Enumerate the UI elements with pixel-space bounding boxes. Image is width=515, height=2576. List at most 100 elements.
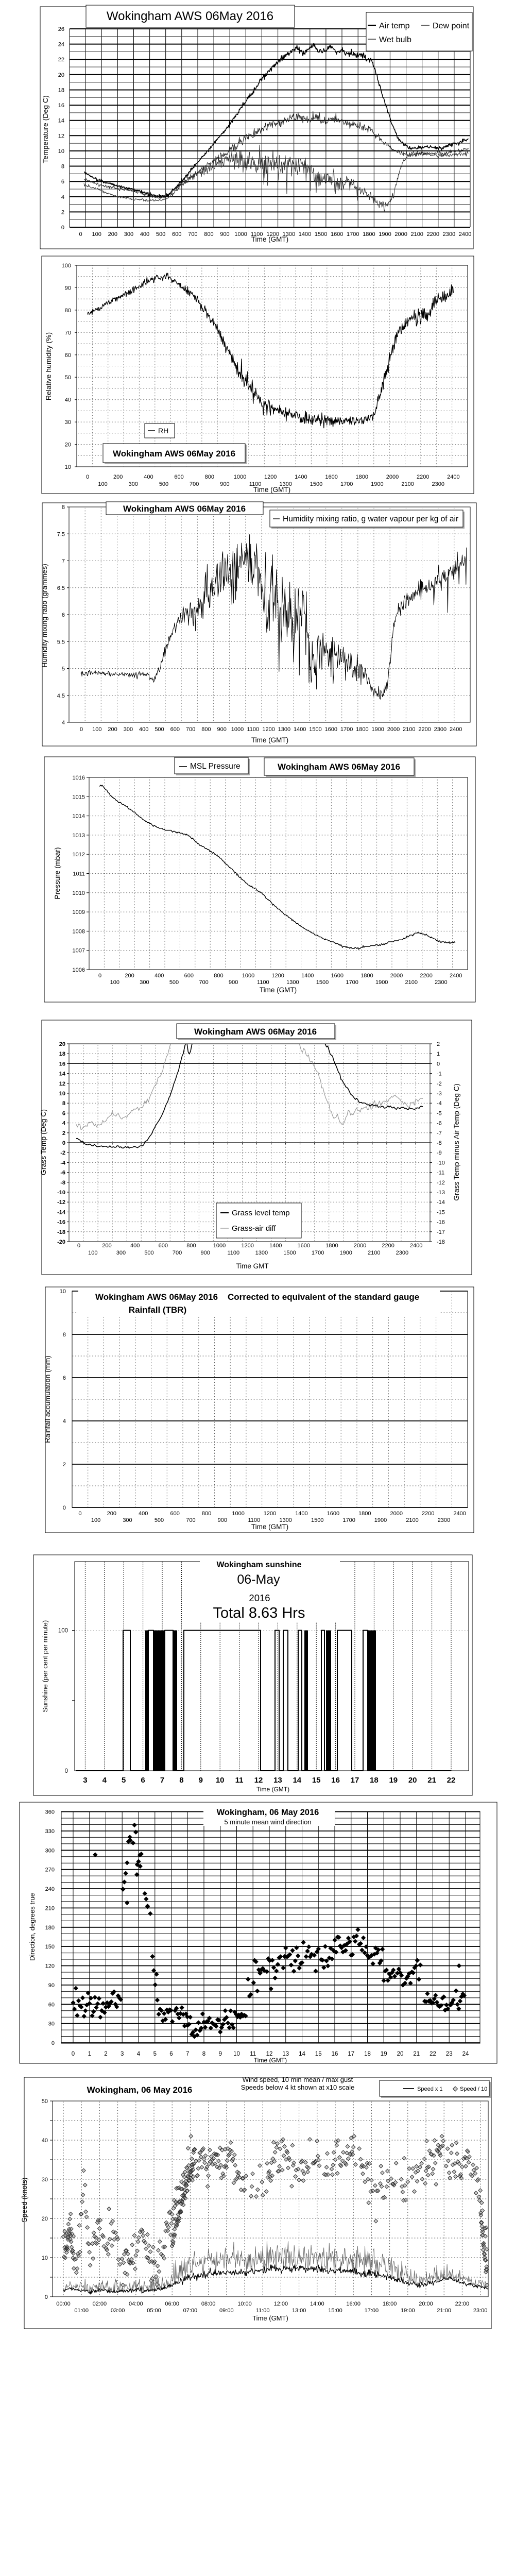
svg-text:-14: -14	[437, 1199, 445, 1206]
svg-text:01:00: 01:00	[74, 2308, 89, 2314]
svg-text:10: 10	[233, 2051, 240, 2057]
svg-text:1400: 1400	[295, 1511, 307, 1517]
svg-text:-4: -4	[60, 1160, 66, 1166]
svg-text:17: 17	[351, 1776, 359, 1785]
svg-text:200: 200	[108, 726, 117, 733]
svg-text:1500: 1500	[316, 979, 329, 986]
svg-text:Speed / 10: Speed / 10	[460, 2086, 487, 2092]
svg-text:22: 22	[430, 2051, 436, 2057]
svg-text:1007: 1007	[73, 948, 85, 954]
svg-text:4: 4	[63, 1418, 66, 1425]
svg-text:300: 300	[140, 979, 149, 986]
svg-text:100: 100	[110, 979, 119, 986]
svg-text:6: 6	[61, 179, 64, 185]
svg-text:Speeds below 4 kt shown at x10: Speeds below 4 kt shown at x10 scale	[241, 2083, 354, 2091]
svg-text:26: 26	[58, 26, 64, 32]
svg-text:-5: -5	[437, 1110, 442, 1116]
svg-text:-6: -6	[60, 1170, 65, 1176]
svg-text:06-May: 06-May	[237, 1572, 280, 1587]
svg-text:400: 400	[139, 1511, 148, 1517]
svg-text:500: 500	[169, 979, 179, 986]
svg-text:20:00: 20:00	[419, 2301, 433, 2307]
svg-text:800: 800	[186, 1243, 196, 1249]
svg-text:Wokingham AWS 06May 2016: Wokingham AWS 06May 2016	[194, 1027, 317, 1037]
svg-text:800: 800	[204, 231, 213, 238]
svg-text:2400: 2400	[453, 1511, 466, 1517]
svg-text:Direction, degrees true: Direction, degrees true	[28, 1893, 36, 1961]
svg-text:0: 0	[98, 973, 101, 979]
svg-text:4: 4	[61, 194, 64, 200]
svg-text:00:00: 00:00	[56, 2301, 71, 2307]
svg-text:1300: 1300	[255, 1250, 268, 1256]
svg-text:5: 5	[153, 2051, 157, 2057]
svg-text:1600: 1600	[327, 1511, 339, 1517]
svg-text:10: 10	[42, 2255, 48, 2261]
svg-text:20: 20	[58, 72, 64, 78]
svg-text:300: 300	[45, 1848, 55, 1854]
svg-text:1012: 1012	[73, 852, 85, 858]
svg-text:0: 0	[65, 1768, 68, 1774]
svg-text:03:00: 03:00	[111, 2308, 125, 2314]
svg-text:0: 0	[52, 2040, 55, 2046]
svg-text:50: 50	[42, 2098, 48, 2105]
svg-text:5.5: 5.5	[57, 639, 65, 645]
svg-text:30: 30	[65, 419, 71, 426]
svg-text:-18: -18	[57, 1229, 65, 1235]
svg-text:2400: 2400	[447, 474, 459, 480]
svg-text:1009: 1009	[73, 909, 85, 916]
svg-text:8: 8	[63, 1332, 66, 1338]
svg-text:Time (GMT): Time (GMT)	[251, 736, 288, 744]
svg-text:Grass level temp: Grass level temp	[232, 1209, 290, 1217]
svg-text:9: 9	[219, 2051, 222, 2057]
svg-text:Rainfall accumulation (mm): Rainfall accumulation (mm)	[43, 1355, 52, 1443]
svg-text:16: 16	[59, 1061, 65, 1067]
svg-text:17:00: 17:00	[365, 2308, 379, 2314]
svg-text:2: 2	[61, 209, 64, 215]
svg-text:1800: 1800	[363, 231, 375, 238]
svg-text:2200: 2200	[417, 474, 429, 480]
svg-text:1100: 1100	[227, 1250, 239, 1256]
svg-text:14: 14	[59, 1071, 66, 1077]
svg-text:15: 15	[315, 2051, 322, 2057]
svg-text:2100: 2100	[405, 979, 418, 986]
svg-text:2: 2	[62, 1130, 65, 1137]
svg-text:0: 0	[79, 231, 82, 238]
svg-text:16: 16	[332, 2051, 338, 2057]
svg-text:2400: 2400	[450, 973, 462, 979]
svg-text:1008: 1008	[73, 928, 85, 935]
svg-text:8: 8	[62, 1100, 65, 1107]
svg-text:12: 12	[58, 133, 64, 139]
svg-text:1000: 1000	[232, 1511, 244, 1517]
svg-text:Grass Temp (Deg C): Grass Temp (Deg C)	[39, 1109, 47, 1175]
svg-text:Wokingham AWS 06May 2016: Wokingham AWS 06May 2016	[113, 449, 235, 459]
svg-text:-2: -2	[60, 1150, 65, 1156]
svg-text:900: 900	[229, 979, 238, 986]
svg-text:3: 3	[121, 2051, 124, 2057]
svg-text:1400: 1400	[294, 726, 306, 733]
svg-text:2000: 2000	[390, 1511, 403, 1517]
svg-text:2000: 2000	[386, 474, 399, 480]
svg-text:1016: 1016	[73, 775, 85, 781]
svg-text:1500: 1500	[311, 1517, 323, 1523]
svg-text:400: 400	[144, 474, 153, 480]
svg-text:2016: 2016	[249, 1592, 270, 1603]
svg-text:7: 7	[62, 558, 65, 565]
svg-text:13:00: 13:00	[292, 2308, 306, 2314]
svg-text:10:00: 10:00	[237, 2301, 252, 2307]
svg-text:Wokingham, 06 May 2016: Wokingham, 06 May 2016	[87, 2085, 193, 2095]
svg-text:10: 10	[60, 1289, 66, 1295]
svg-text:1300: 1300	[280, 481, 292, 487]
svg-text:6.5: 6.5	[57, 585, 65, 591]
svg-text:Sunshine (per cent per minute): Sunshine (per cent per minute)	[41, 1620, 49, 1712]
svg-text:11: 11	[250, 2051, 256, 2057]
svg-text:400: 400	[140, 231, 149, 238]
svg-text:60: 60	[65, 352, 71, 359]
svg-text:900: 900	[217, 726, 227, 733]
svg-text:1500: 1500	[309, 726, 321, 733]
svg-text:240: 240	[45, 1886, 55, 1892]
svg-text:Time (GMT): Time (GMT)	[252, 2314, 288, 2322]
svg-text:22:00: 22:00	[455, 2301, 470, 2307]
svg-text:1011: 1011	[73, 871, 85, 877]
svg-text:90: 90	[65, 285, 71, 291]
svg-text:30: 30	[48, 2021, 55, 2027]
